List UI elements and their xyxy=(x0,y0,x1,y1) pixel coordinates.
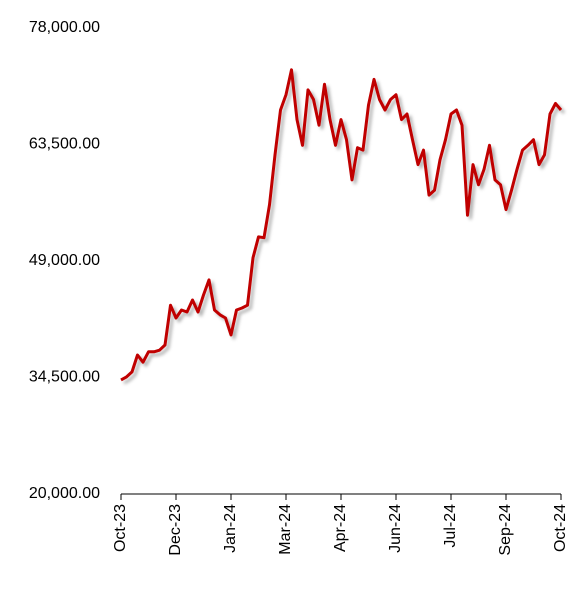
x-tick-label: Jan-24 xyxy=(222,504,239,553)
x-tick-label: Jun-24 xyxy=(387,504,404,553)
x-tick-label: Dec-23 xyxy=(167,504,184,556)
x-tick-label: Mar-24 xyxy=(277,504,294,555)
y-tick-label: 34,500.00 xyxy=(29,369,100,386)
y-tick-label: 20,000.00 xyxy=(29,485,100,502)
y-tick-label: 63,500.00 xyxy=(29,136,100,153)
y-tick-label: 49,000.00 xyxy=(29,252,100,269)
price-line xyxy=(120,68,563,382)
y-tick-label: 78,000.00 xyxy=(29,19,100,36)
x-tick-label: Oct-24 xyxy=(552,504,569,552)
x-tick-label: Sep-24 xyxy=(497,504,514,556)
x-tick-label: Oct-23 xyxy=(112,504,129,552)
x-tick-label: Jul-24 xyxy=(442,504,459,548)
x-tick-label: Apr-24 xyxy=(332,504,349,552)
